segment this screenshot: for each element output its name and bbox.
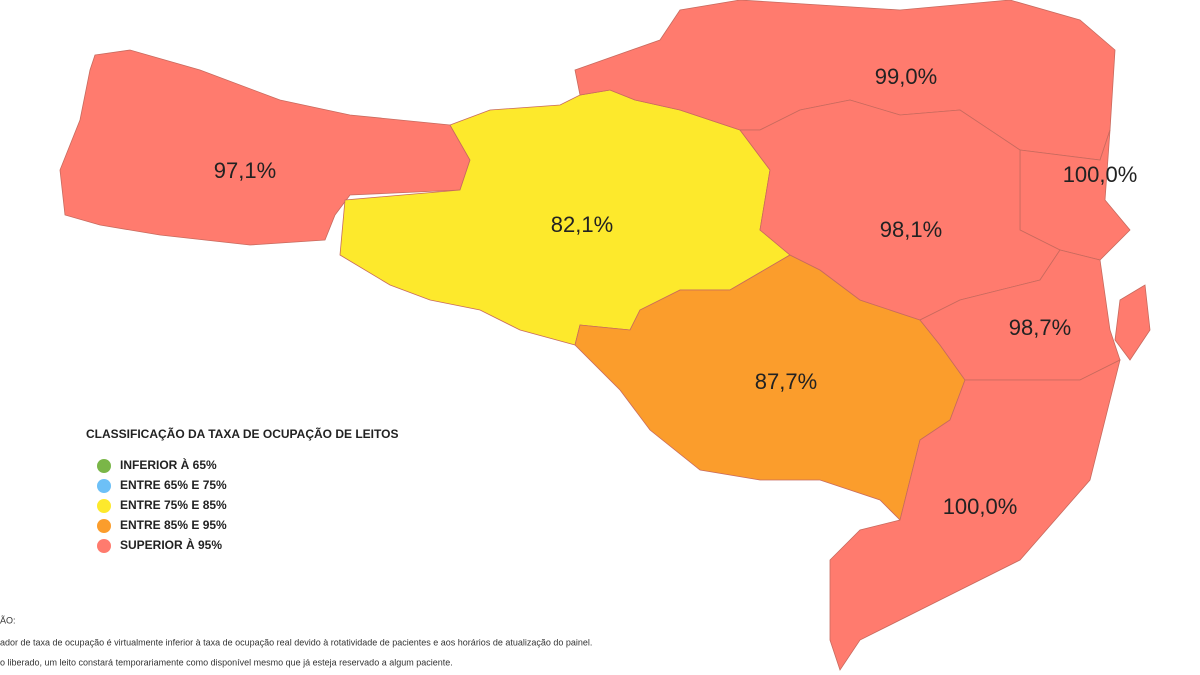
region-label: 82,1% [551,212,613,237]
region-label: 87,7% [755,369,817,394]
notes-title: ÃO: [0,615,16,625]
region [59,49,471,246]
region-label: 97,1% [214,158,276,183]
legend-title: CLASSIFICAÇÃO DA TAXA DE OCUPAÇÃO DE LEI… [86,426,398,441]
legend-swatch [97,459,111,473]
island [1114,284,1151,361]
legend-swatch [97,479,111,493]
note-line: o liberado, um leito constará temporaria… [0,657,453,667]
region-label: 100,0% [943,494,1018,519]
region [919,249,1121,381]
note-line: ador de taxa de ocupação é virtualmente … [0,637,592,647]
legend-label: SUPERIOR À 95% [120,537,222,552]
legend-swatch [97,499,111,513]
legend-swatch [97,539,111,553]
region-label: 98,1% [880,217,942,242]
region-label: 100,0% [1063,162,1138,187]
region-label: 98,7% [1009,315,1071,340]
legend-swatch [97,519,111,533]
legend-label: INFERIOR À 65% [120,457,217,472]
legend-label: ENTRE 65% E 75% [120,478,227,492]
region-label: 99,0% [875,64,937,89]
legend-label: ENTRE 75% E 85% [120,498,227,512]
legend-label: ENTRE 85% E 95% [120,518,227,532]
region [829,359,1121,671]
